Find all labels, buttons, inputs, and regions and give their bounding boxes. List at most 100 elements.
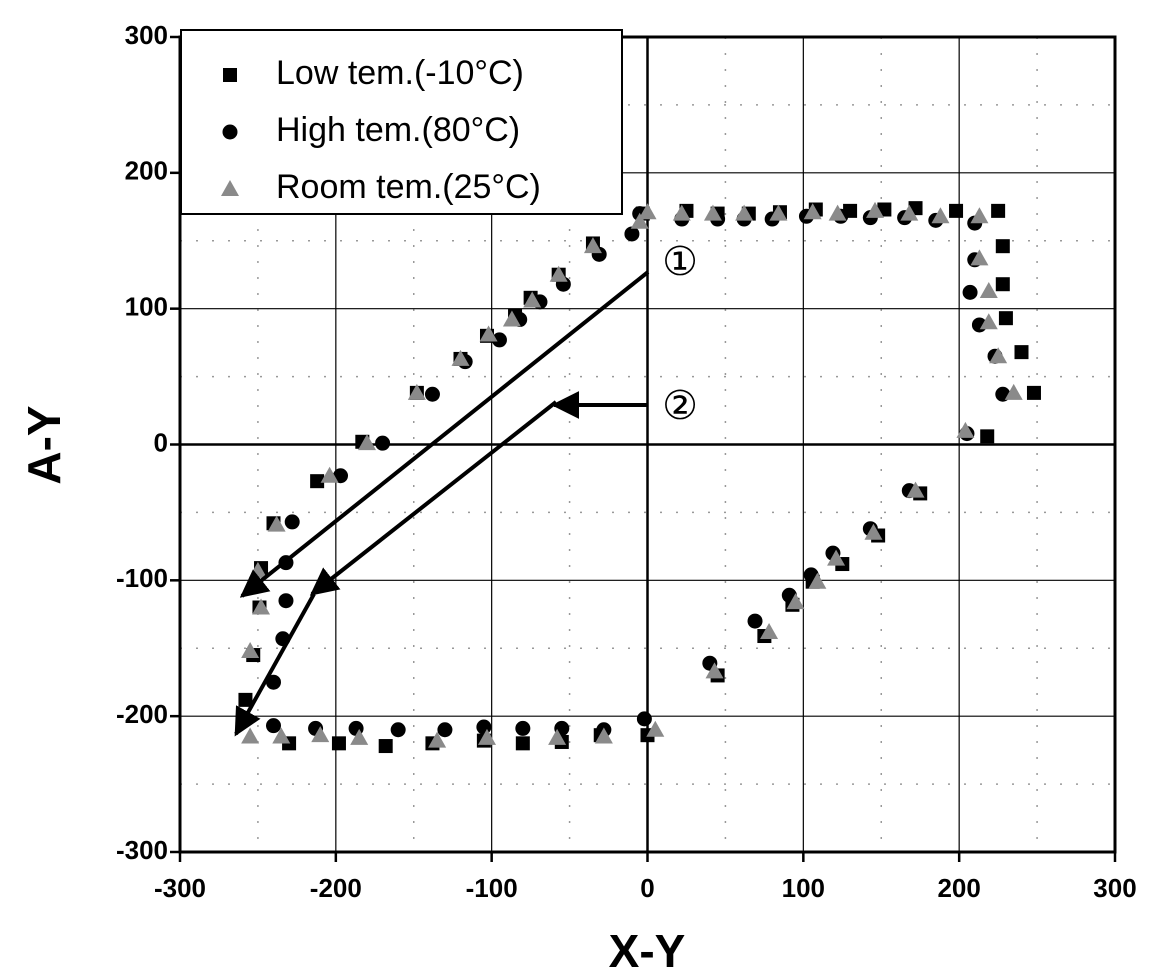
point [1004,383,1023,400]
point [906,481,925,498]
point [272,727,291,744]
legend: Low tem.(-10°C) High tem.(80°C) Room tem.(… [180,29,623,215]
point [515,720,531,736]
y-axis-title: A-Y [18,405,70,484]
point [931,207,950,224]
y-tick-label: -300 [116,835,168,865]
point [828,204,847,221]
point [583,237,602,254]
point [786,593,805,610]
point [705,662,724,679]
y-tick-label: 100 [125,292,168,322]
point [424,386,440,402]
point [252,598,271,615]
x-tick-label: 300 [1093,873,1136,903]
x-tick-label: 100 [782,873,825,903]
point [491,332,507,348]
point [989,347,1008,364]
y-tick-label: 0 [154,427,168,457]
point [995,277,1010,292]
point [241,727,260,744]
point [962,284,978,300]
point [266,718,281,734]
point [949,203,964,218]
point [864,523,883,540]
point [594,727,613,744]
point [638,203,657,220]
point [451,349,470,366]
annotation: ① [662,239,698,285]
point [278,593,294,609]
point [320,466,339,483]
x-tick-label: 200 [937,873,980,903]
point [1026,385,1041,400]
point [476,719,492,735]
point [390,722,406,738]
point [703,204,722,221]
point [979,313,998,330]
point [238,692,253,707]
y-tick-label: -100 [116,563,168,593]
point [900,204,919,221]
points [238,201,1041,754]
point [523,291,542,308]
point [747,613,763,629]
point [1014,345,1029,360]
point [549,265,568,282]
x-tick-label: 0 [640,873,654,903]
point [284,514,300,530]
legend-marker [223,68,237,82]
point [267,515,286,532]
point [735,204,754,221]
point [636,711,652,727]
point [866,201,885,218]
point [808,572,827,589]
point [760,622,779,639]
arrow [309,400,558,596]
y-tick-label: -200 [116,699,168,729]
point [630,212,649,229]
x-tick-label: -100 [466,873,518,903]
point [970,249,989,266]
legend-label: High tem.(80°C) [276,111,520,149]
point [827,549,846,566]
legend-box [180,29,623,215]
point [646,720,665,737]
point [515,736,530,751]
point [428,731,447,748]
point [502,310,521,327]
legend-marker [222,124,238,140]
x-tick-label: -200 [310,873,362,903]
annotation: ② [662,383,698,429]
y-tick-label: 200 [125,156,168,186]
arrow [234,593,316,737]
point [437,722,453,738]
point [331,736,346,751]
arrow [239,270,650,598]
point [479,325,498,342]
point [998,311,1013,326]
point [241,641,260,658]
point [350,728,369,745]
point [672,204,691,221]
point [970,207,989,224]
point [310,474,325,489]
point [548,728,567,745]
point [769,204,788,221]
plot-frame [178,35,1117,854]
point [477,728,496,745]
y-tick-label: 300 [125,20,168,50]
point [956,421,975,438]
legend-label: Low tem.(-10°C) [276,54,524,92]
point [358,434,376,451]
point [995,239,1010,254]
point [979,282,998,299]
x-tick-label: -300 [154,873,206,903]
point [407,383,426,400]
point [980,429,995,444]
point [991,203,1006,218]
point [375,435,391,451]
x-axis-title: X-Y [609,925,686,977]
legend-label: Room tem.(25°C) [276,168,541,206]
